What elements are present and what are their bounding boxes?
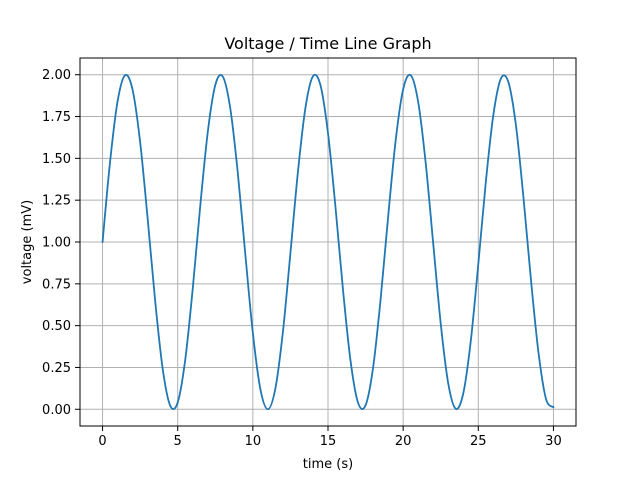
y-tick-label: 1.00 — [42, 236, 71, 251]
x-axis-label: time (s) — [303, 457, 353, 472]
x-tick-label: 30 — [545, 434, 562, 449]
ticks: 0 5 10 15 20 25 30 0.00 0.25 0.50 0.75 1.00 1.25 1.50… — [42, 68, 562, 449]
y-tick-label: 1.25 — [42, 194, 71, 209]
y-tick-label: 0.00 — [42, 403, 71, 418]
x-tick-label: 5 — [174, 434, 182, 449]
y-tick-label: 0.50 — [42, 319, 71, 334]
x-tick-label: 20 — [395, 434, 412, 449]
y-tick-label: 1.50 — [42, 152, 71, 167]
x-tick-label: 10 — [245, 434, 262, 449]
y-axis-label: voltage (mV) — [20, 200, 35, 284]
y-tick-label: 0.25 — [42, 361, 71, 376]
x-tick-label: 25 — [470, 434, 487, 449]
y-tick-label: 1.75 — [42, 110, 71, 125]
x-tick-label: 15 — [320, 434, 337, 449]
y-tick-label: 0.75 — [42, 277, 71, 292]
y-tick-label: 2.00 — [42, 68, 71, 83]
series-line-voltage — [101, 73, 555, 411]
series-layer — [101, 73, 555, 411]
grid — [80, 58, 576, 426]
chart-title: Voltage / Time Line Graph — [224, 34, 431, 53]
x-tick-label: 0 — [98, 434, 106, 449]
